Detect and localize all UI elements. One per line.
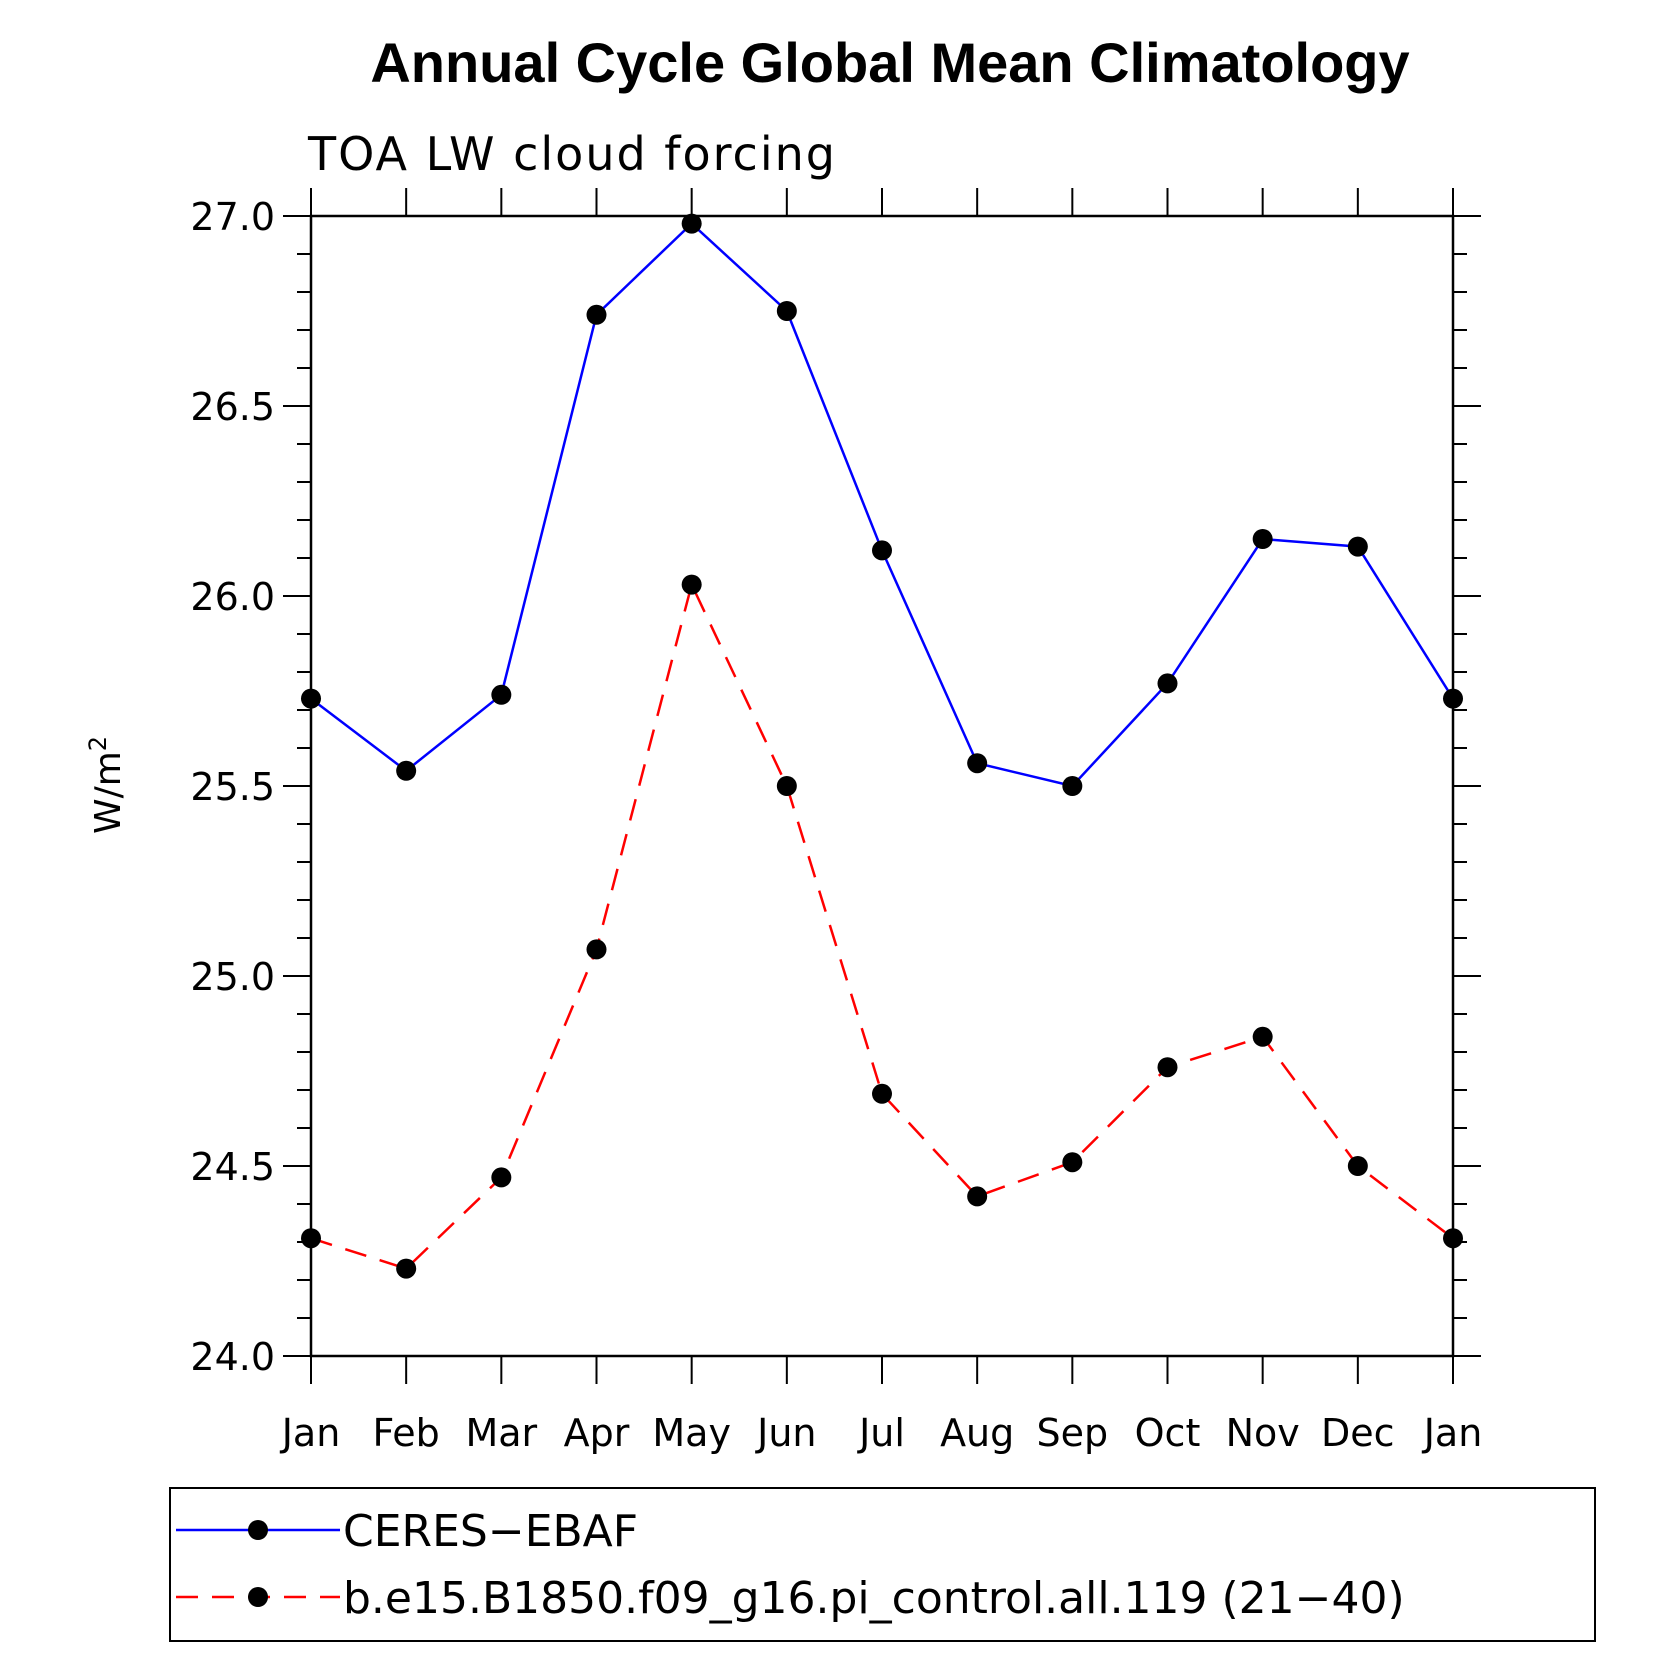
x-tick-label: Dec <box>1321 1411 1395 1455</box>
series-1-point <box>1347 1156 1368 1176</box>
series-0-point <box>776 301 797 321</box>
series-1-point <box>1443 1228 1463 1249</box>
y-tick-label: 24.0 <box>190 1335 275 1379</box>
legend: CERES−EBAF b.e15.B1850.f09_g16.pi_control… <box>169 1487 1596 1642</box>
series-1-point <box>396 1258 417 1279</box>
y-axis-label-sup: 2 <box>84 736 112 751</box>
x-tick-label: Jan <box>1422 1411 1483 1455</box>
legend-entry-1: b.e15.B1850.f09_g16.pi_control.all.119 (… <box>343 1573 1405 1624</box>
y-tick-label: 26.0 <box>190 575 275 619</box>
series-1-point <box>586 939 607 960</box>
x-tick-label: Jun <box>755 1411 816 1455</box>
series-0-point <box>1062 776 1083 796</box>
series-1-point <box>776 776 797 796</box>
series-1-point <box>681 574 702 595</box>
x-tick-label: Feb <box>373 1411 440 1455</box>
y-tick-label: 25.0 <box>190 955 275 999</box>
series-0-point <box>1157 673 1178 694</box>
series-0-point <box>1347 536 1368 557</box>
series-0-point <box>967 753 988 774</box>
series-1-point <box>301 1228 321 1249</box>
y-tick-label: 25.5 <box>190 765 275 809</box>
chart-title: Annual Cycle Global Mean Climatology <box>370 31 1409 94</box>
series-0-point <box>491 684 512 705</box>
series-0-point <box>872 540 892 561</box>
legend-swatch-marker-0 <box>248 1520 268 1540</box>
x-tick-label: May <box>652 1411 731 1455</box>
x-tick-label: Nov <box>1226 1411 1300 1455</box>
series-0-point <box>586 304 607 325</box>
series-1-point <box>1252 1026 1273 1047</box>
chart-subtitle: TOA LW cloud forcing <box>307 127 837 181</box>
legend-swatch-marker-1 <box>248 1587 268 1607</box>
x-tick-label: Oct <box>1135 1411 1201 1455</box>
x-tick-label: Mar <box>465 1411 537 1455</box>
series-1-point <box>872 1083 892 1104</box>
y-tick-label: 27.0 <box>190 195 275 239</box>
y-tick-label: 24.5 <box>190 1145 275 1189</box>
x-tick-label: Aug <box>940 1411 1014 1455</box>
series-0-point <box>1443 688 1463 709</box>
series-0-point <box>396 760 417 781</box>
series-0-point <box>1252 529 1273 549</box>
series-1-point <box>1157 1057 1178 1078</box>
x-tick-label: Jul <box>857 1411 905 1455</box>
y-axis-label: W/m2 <box>84 736 129 834</box>
series-line-1 <box>310 580 1454 1271</box>
plot-frame <box>309 214 1455 1358</box>
legend-entry-0: CERES−EBAF <box>343 1506 638 1557</box>
series-0-point <box>301 688 321 709</box>
x-tick-label: Sep <box>1037 1411 1109 1455</box>
series-0-point <box>681 213 702 234</box>
series-1-point <box>967 1186 988 1207</box>
y-axis-label-base: W/m <box>88 751 129 834</box>
legend-box <box>169 1487 1596 1642</box>
series-1-point <box>1062 1152 1083 1173</box>
series-line-0 <box>310 221 1455 788</box>
series-1-point <box>491 1167 512 1188</box>
plot-area: 24.0 24.5 25.0 25.5 26.0 26.5 27.0 Jan Feb Mar Apr… <box>190 188 1482 1455</box>
y-tick-label: 26.5 <box>190 385 275 429</box>
x-tick-label: Apr <box>564 1411 630 1455</box>
x-tick-label: Jan <box>280 1411 341 1455</box>
